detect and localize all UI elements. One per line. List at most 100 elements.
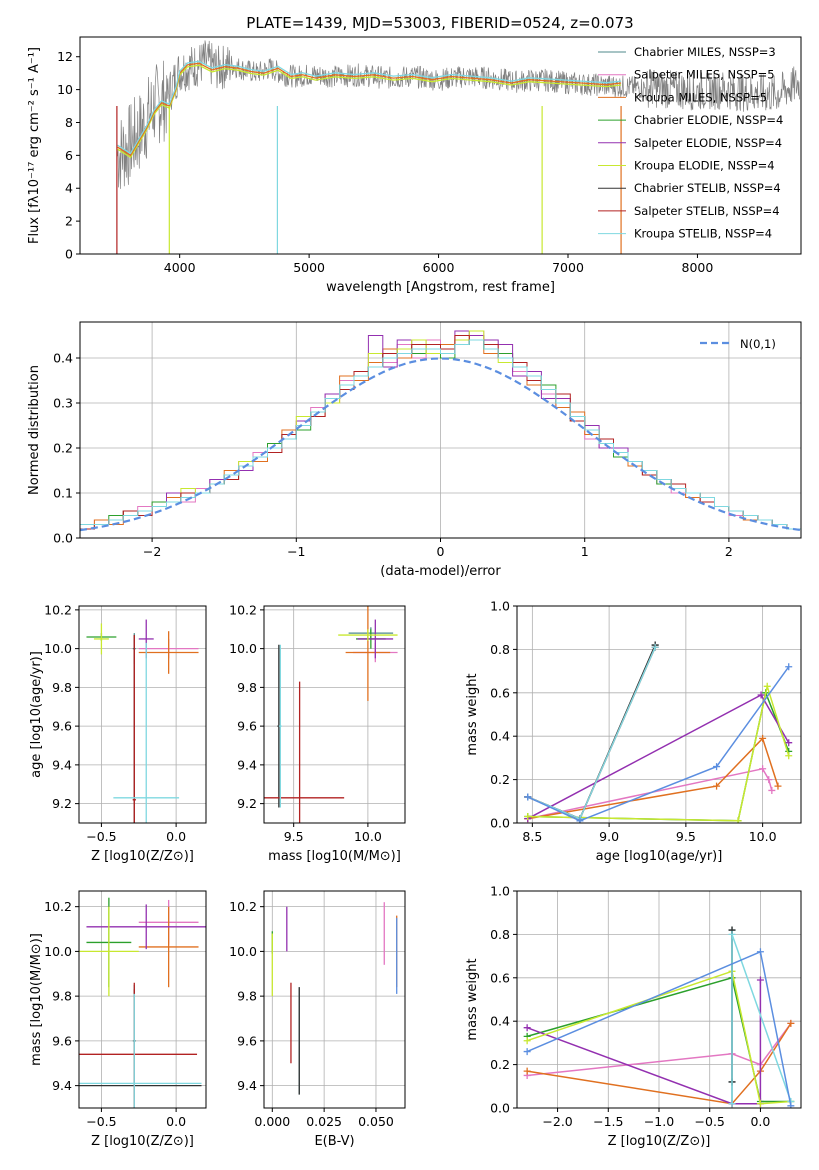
residuals-ytick-label: 0.1 bbox=[53, 486, 73, 501]
mass_vs_EBV-ytick-label: 9.6 bbox=[237, 1033, 257, 1048]
weights_vs_age-series-line bbox=[527, 666, 790, 822]
age_vs_Z-ytick-label: 9.2 bbox=[52, 796, 72, 811]
weights_vs_Z-ytick-label: 0.6 bbox=[490, 970, 510, 985]
weights_vs_age-point bbox=[785, 739, 793, 747]
residuals-xtick-label: 0 bbox=[437, 544, 445, 559]
weights_vs_age-point bbox=[759, 734, 767, 742]
age_vs_Z-frame bbox=[78, 605, 207, 824]
spectrum-ytick-label: 8 bbox=[65, 115, 73, 130]
spectrum-xlabel: wavelength [Angstrom, rest frame] bbox=[326, 280, 555, 295]
weights_vs_age-series-line bbox=[527, 690, 790, 822]
weights_vs_age-point bbox=[576, 817, 584, 823]
residuals-plot-area bbox=[80, 330, 801, 532]
weights_vs_Z-point bbox=[756, 948, 764, 956]
weights_vs_age-point bbox=[763, 682, 771, 690]
weights_vs_age-point bbox=[759, 765, 767, 773]
mass_vs_EBV-xtick-label: 0.000 bbox=[254, 1114, 290, 1129]
weights_vs_age-point bbox=[524, 812, 532, 820]
age_vs_mass-xtick-label: 9.5 bbox=[284, 829, 304, 844]
weights_vs_Z-point bbox=[728, 1100, 736, 1108]
residuals-xtick-label: 1 bbox=[581, 544, 589, 559]
spectrum-legend-label: Salpeter MILES, NSSP=5 bbox=[634, 68, 775, 82]
mass_vs_EBV-xtick-label: 0.050 bbox=[358, 1114, 394, 1129]
weights_vs_Z-xtick-label: −0.5 bbox=[695, 1114, 725, 1129]
spectrum-model-line bbox=[117, 64, 622, 159]
weights_vs_age-xlabel: age [log10(age/yr)] bbox=[596, 849, 723, 864]
age_vs_mass-plot-area bbox=[264, 606, 398, 823]
weights_vs_age-series-line bbox=[527, 683, 790, 822]
weights_vs_age-ylabel: mass weight bbox=[465, 673, 480, 755]
mass_vs_EBV-frame bbox=[263, 890, 406, 1109]
spectrum-ytick-label: 6 bbox=[65, 148, 73, 163]
weights_vs_age-ytick-label: 1.0 bbox=[490, 599, 510, 614]
age_vs_Z-xtick-label: 0.0 bbox=[166, 829, 186, 844]
weights_vs_Z-point bbox=[756, 976, 764, 984]
weights_vs_Z-xtick-label: −1.0 bbox=[644, 1114, 674, 1129]
residuals-xtick-label: −2 bbox=[143, 544, 161, 559]
weights_vs_age-xtick-label: 9.0 bbox=[599, 829, 619, 844]
spectrum-model-line bbox=[117, 60, 622, 155]
mass_vs_Z-ytick-label: 10.0 bbox=[44, 944, 72, 959]
weights_vs_Z-point bbox=[523, 1048, 531, 1056]
spectrum-ytick-label: 10 bbox=[57, 82, 73, 97]
residuals-ylabel: Normed distribution bbox=[27, 365, 42, 495]
weights_vs_age-point bbox=[757, 691, 765, 699]
normal-curve bbox=[80, 357, 801, 532]
weights_vs_age-ytick-label: 0.8 bbox=[490, 642, 510, 657]
weights_vs_age-plot-area bbox=[524, 641, 793, 823]
age_vs_Z-ytick-label: 9.6 bbox=[52, 719, 72, 734]
mass_vs_EBV-plot-area bbox=[271, 902, 398, 1095]
weights_vs_age-series-line bbox=[527, 736, 779, 820]
weights_vs_age-point bbox=[734, 817, 742, 823]
weights_vs_age-series-line bbox=[527, 693, 790, 820]
spectrum-legend-label: Chabrier ELODIE, NSSP=4 bbox=[634, 113, 783, 127]
spectrum-model-line bbox=[117, 62, 622, 157]
spectrum-xtick-label: 4000 bbox=[164, 260, 196, 275]
age_vs_Z-ytick-label: 10.2 bbox=[44, 602, 72, 617]
weights_vs_Z-point bbox=[523, 1067, 531, 1075]
spectrum-ylabel: Flux [fλ10⁻¹⁷ erg cm⁻² s⁻¹ A⁻¹] bbox=[27, 47, 42, 244]
mass_vs_Z-xtick-label: 0.0 bbox=[166, 1114, 186, 1129]
age_vs_mass-ytick-label: 10.2 bbox=[229, 602, 257, 617]
mass_vs_Z-xlabel: Z [log10(Z/Z⊙)] bbox=[91, 1134, 194, 1149]
age_vs_Z-ytick-label: 9.8 bbox=[52, 680, 72, 695]
spectrum-plot-area bbox=[116, 40, 800, 254]
mass_vs_EBV-ytick-label: 10.2 bbox=[229, 899, 257, 914]
weights_vs_age-xtick-label: 8.5 bbox=[522, 829, 542, 844]
weights_vs_age-point bbox=[524, 793, 532, 801]
weights_vs_Z-xlabel: Z [log10(Z/Z⊙)] bbox=[608, 1134, 711, 1149]
mass_vs_EBV-ytick-label: 10.0 bbox=[229, 944, 257, 959]
spectrum-legend-label: Salpeter ELODIE, NSSP=4 bbox=[634, 136, 782, 150]
age_vs_mass-ytick-label: 9.4 bbox=[237, 757, 257, 772]
spectrum-legend-label: Chabrier MILES, NSSP=3 bbox=[634, 45, 776, 59]
residuals-legend-label: N(0,1) bbox=[740, 337, 776, 351]
weights_vs_Z-point bbox=[523, 1037, 531, 1045]
residuals-histogram-step bbox=[80, 339, 801, 530]
residuals-ytick-label: 0.2 bbox=[53, 441, 73, 456]
weights_vs_age-ytick-label: 0.0 bbox=[490, 816, 510, 831]
age_vs_Z-xlabel: Z [log10(Z/Z⊙)] bbox=[91, 849, 194, 864]
residuals-xlabel: (data-model)/error bbox=[380, 564, 501, 579]
weights_vs_age-point bbox=[785, 752, 793, 760]
mass_vs_Z-ylabel: mass [log10(M/M⊙)] bbox=[29, 933, 44, 1066]
weights_vs_age-ytick-label: 0.6 bbox=[490, 685, 510, 700]
weights_vs_Z-ytick-label: 1.0 bbox=[490, 884, 510, 899]
mass_vs_Z-ytick-label: 10.2 bbox=[44, 899, 72, 914]
age_vs_Z-ytick-label: 10.0 bbox=[44, 641, 72, 656]
weights_vs_Z-point bbox=[787, 1102, 795, 1108]
spectrum-legend-label: Kroupa ELODIE, NSSP=4 bbox=[634, 159, 775, 173]
mass_vs_Z-ytick-label: 9.6 bbox=[52, 1033, 72, 1048]
age_vs_Z-plot-area bbox=[86, 619, 199, 823]
spectrum-legend-label: Kroupa STELIB, NSSP=4 bbox=[634, 227, 772, 241]
mass_vs_EBV-xtick-label: 0.025 bbox=[306, 1114, 342, 1129]
spectrum-ytick-label: 12 bbox=[57, 49, 73, 64]
residuals-frame bbox=[79, 321, 802, 539]
residuals-xtick-label: −1 bbox=[287, 544, 305, 559]
weights_vs_Z-plot-area bbox=[523, 926, 795, 1108]
weights_vs_Z-ytick-label: 0.4 bbox=[490, 1014, 510, 1029]
residuals-ytick-label: 0.4 bbox=[53, 351, 73, 366]
weights_vs_Z-xtick-label: 0.0 bbox=[750, 1114, 770, 1129]
weights_vs_age-point bbox=[774, 782, 782, 790]
weights_vs_age-point bbox=[765, 776, 773, 784]
